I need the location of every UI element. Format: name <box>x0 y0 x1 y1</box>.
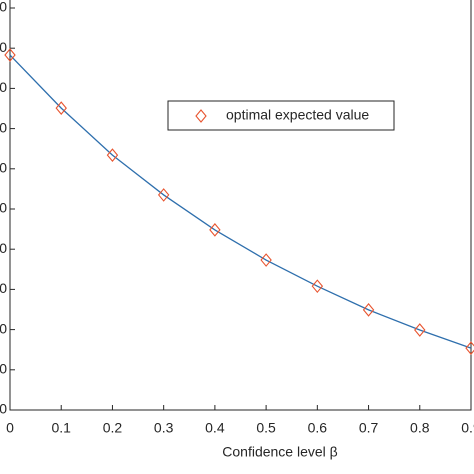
plot-frame <box>9 0 472 411</box>
legend-marker <box>195 109 207 123</box>
y-tick-label: 20 <box>0 320 7 336</box>
x-tick-label: 0.7 <box>359 420 379 436</box>
data-point <box>55 101 67 115</box>
y-tick-label: 100 <box>0 0 7 15</box>
x-tick-label: 0.4 <box>205 420 225 436</box>
data-point <box>209 223 221 237</box>
data-point <box>260 253 272 267</box>
x-tick-label: 0.8 <box>410 420 430 436</box>
x-tick-label: 0.2 <box>103 420 123 436</box>
y-tick-label: 90 <box>0 39 7 55</box>
y-tick-label: 50 <box>0 200 7 216</box>
x-tick-label: 0 <box>6 420 14 436</box>
y-tick-label: 0 <box>0 401 7 417</box>
y-tick-label: 40 <box>0 240 7 256</box>
data-point <box>465 341 474 355</box>
data-point <box>106 148 119 162</box>
x-tick-label: 0.3 <box>154 420 174 436</box>
x-tick-label: 0.9 <box>461 420 474 436</box>
y-tick-label: 80 <box>0 79 7 95</box>
x-tick-label: 0.1 <box>51 420 71 436</box>
series-line <box>9 54 472 349</box>
x-tick-label: 0.5 <box>256 420 276 436</box>
data-point <box>414 323 426 337</box>
data-point <box>311 279 324 294</box>
y-tick-label: 60 <box>0 160 7 176</box>
legend-box <box>167 100 395 131</box>
data-point <box>157 188 170 202</box>
y-tick-label: 70 <box>0 119 7 135</box>
data-point <box>4 48 16 62</box>
x-axis-label: Confidence level β <box>222 444 337 460</box>
y-tick-label: 10 <box>0 361 7 377</box>
legend-label: optimal expected value <box>226 107 369 123</box>
y-tick-label: 30 <box>0 280 7 296</box>
x-tick-label: 0.6 <box>308 420 328 436</box>
data-point <box>362 303 375 317</box>
